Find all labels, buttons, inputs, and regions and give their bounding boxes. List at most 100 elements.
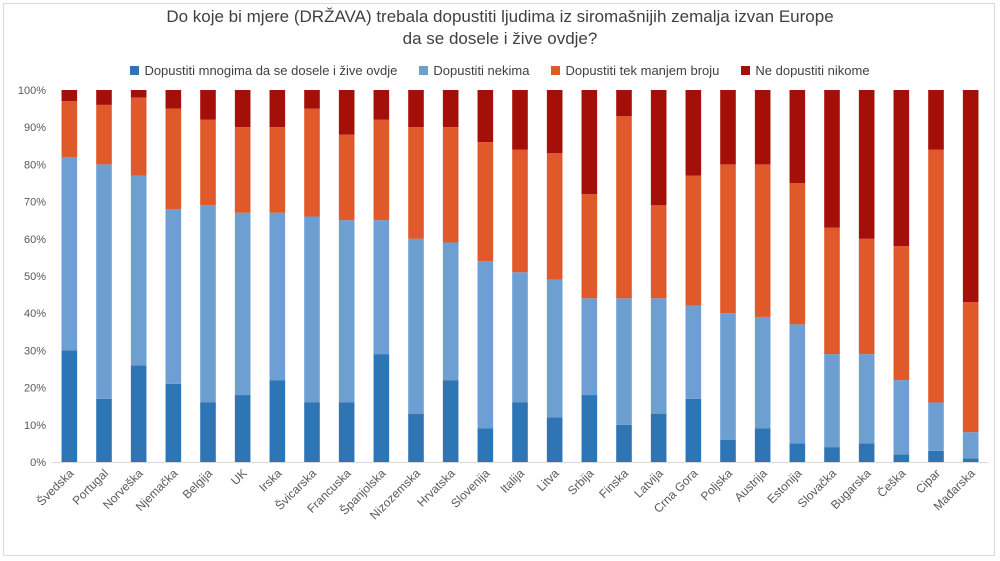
bar-segment [754, 428, 771, 462]
bar-segment [200, 402, 216, 462]
bar-segment [962, 90, 979, 303]
y-tick-label: 30% [24, 345, 46, 357]
bar-segment [96, 104, 112, 165]
bar-segment [442, 242, 459, 381]
bar-segment [789, 90, 806, 183]
bar-segment [685, 305, 702, 399]
bar-segment [373, 220, 390, 355]
bar-segment [373, 90, 390, 120]
bar-segment [858, 238, 875, 355]
legend-item-2: Dopustiti nekima [419, 63, 529, 78]
x-tick-label: Cipar [913, 466, 943, 496]
bar-segment [61, 156, 78, 351]
bar-segment [685, 175, 702, 306]
bar-segment [200, 205, 216, 403]
bar-segment [824, 227, 840, 355]
bar-segment [650, 298, 667, 414]
y-tick-label: 20% [24, 383, 46, 395]
bar-segment [546, 279, 563, 418]
bar-segment [824, 90, 840, 228]
bar-segment [408, 238, 424, 414]
chart-title: Do koje bi mjere (DRŽAVA) trebala dopust… [0, 6, 1000, 50]
bar-segment [130, 175, 147, 366]
bar-segment [338, 134, 355, 221]
y-tick-label: 70% [24, 197, 46, 209]
bar-segment [408, 127, 424, 239]
x-tick-label: Srbija [565, 466, 597, 498]
bar-segment [616, 116, 632, 299]
bar-segment [269, 212, 286, 381]
bar-segment [61, 90, 78, 102]
bar-segment [928, 402, 944, 451]
x-tick-label: Češka [874, 465, 909, 500]
legend-label-3: Dopustiti tek manjem broju [565, 63, 720, 78]
bar-segment [789, 443, 806, 462]
y-tick-label: 10% [24, 420, 46, 432]
bar-segment [477, 428, 494, 462]
bar-segment [893, 454, 910, 462]
bar-segment [477, 261, 494, 429]
x-tick-label: Irska [256, 466, 285, 495]
bar-segment [754, 164, 771, 317]
y-tick-label: 100% [18, 85, 46, 97]
bar-segment [165, 108, 182, 210]
bar-segment [408, 90, 424, 128]
bar-segment [96, 164, 112, 399]
bar-segment [512, 272, 528, 403]
bar-segment [893, 246, 910, 381]
bar-segment [685, 398, 702, 462]
legend-label-1: Dopustiti mnogima da se dosele i žive ov… [144, 63, 398, 78]
y-tick-label: 60% [24, 234, 46, 246]
bar-segment [893, 380, 910, 455]
bar-segment [962, 458, 979, 462]
bar-segment [546, 90, 563, 154]
bar-segment [234, 90, 251, 128]
bar-segment [304, 402, 320, 462]
bar-segment [754, 316, 771, 429]
bar-segment [789, 324, 806, 444]
y-tick-label: 80% [24, 159, 46, 171]
bar-segment [130, 97, 147, 176]
x-tick-label: UK [228, 466, 250, 488]
bar-segment [373, 119, 390, 221]
chart-title-line-2: da se dosele i žive ovdje? [402, 29, 598, 48]
bar-segment [234, 127, 251, 213]
bar-segment [477, 90, 494, 143]
x-tick-label: Slovenija [448, 466, 493, 511]
bar-segment [616, 424, 632, 462]
x-tick-label: Belgija [180, 466, 216, 502]
legend-item-3: Dopustiti tek manjem broju [551, 63, 719, 78]
bar-segment [893, 90, 910, 247]
bar-segment [96, 398, 112, 462]
bar-segment [650, 205, 667, 299]
legend-item-4: Ne dopustiti nikome [741, 63, 870, 78]
legend-swatch-3 [551, 66, 561, 75]
bar-segment [130, 365, 147, 462]
bar-segment [858, 90, 875, 239]
legend-item-1: Dopustiti mnogima da se dosele i žive ov… [130, 63, 397, 78]
bar-segment [789, 183, 806, 325]
bar-segment [408, 413, 424, 462]
bar-segment [200, 119, 216, 206]
x-tick-label: Poljska [698, 466, 735, 503]
bar-segment [512, 402, 528, 462]
bar-segment [338, 402, 355, 462]
bar-segment [442, 127, 459, 243]
chart-legend: Dopustiti mnogima da se dosele i žive ov… [0, 63, 1000, 78]
bar-segment [581, 395, 598, 462]
bar-segment [338, 220, 355, 403]
bar-segment [720, 90, 736, 165]
bar-segment [165, 209, 182, 384]
y-tick-label: 0% [30, 457, 46, 469]
bar-segment [616, 298, 632, 425]
bar-segment [373, 354, 390, 462]
bar-segment [720, 313, 736, 440]
bar-segment [304, 108, 320, 217]
legend-label-4: Ne dopustiti nikome [755, 63, 870, 78]
legend-swatch-1 [130, 66, 140, 75]
bar-segment [269, 380, 286, 462]
y-tick-label: 40% [24, 308, 46, 320]
x-tick-label: Švedska [33, 465, 76, 508]
bar-segment [338, 90, 355, 135]
